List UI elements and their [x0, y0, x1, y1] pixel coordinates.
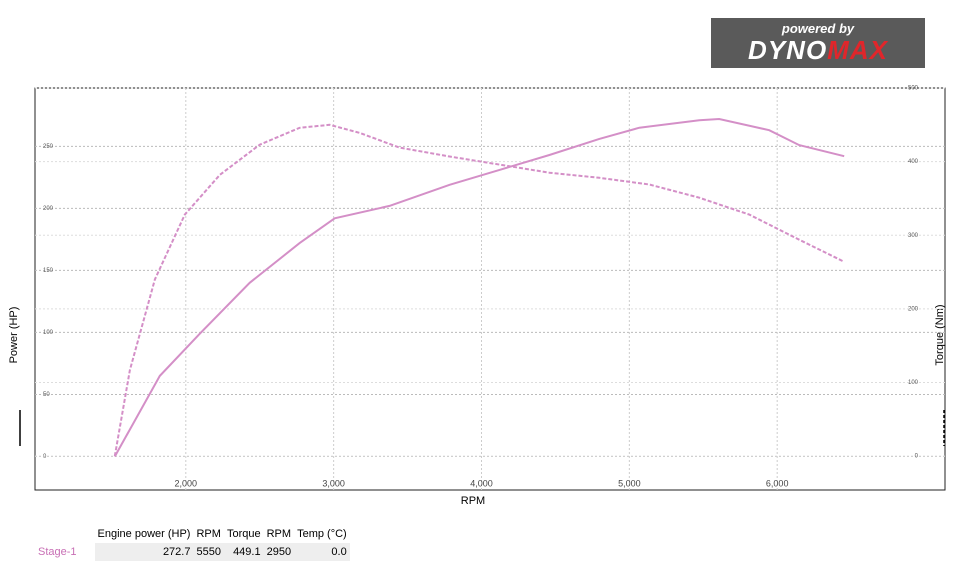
- y2-tick-label: 100: [908, 380, 919, 386]
- cell: 5550: [193, 543, 224, 561]
- y2-tick-label: 300: [908, 233, 919, 239]
- col-header: Engine power (HP): [97, 528, 191, 540]
- x-tick-label: 2,000: [175, 478, 198, 488]
- logo-brand: DYNOMAX: [711, 36, 925, 64]
- x-tick-label: 3,000: [322, 478, 345, 488]
- cell: 2950: [263, 543, 295, 561]
- col-header: Torque: [226, 528, 261, 540]
- x-tick-label: 6,000: [766, 478, 789, 488]
- y2-tick-label: 0: [915, 454, 919, 460]
- series-line: [113, 117, 845, 457]
- logo: powered by DYNOMAX: [711, 18, 925, 68]
- y-tick-label: 0: [43, 454, 47, 460]
- x-tick-label: 4,000: [470, 478, 493, 488]
- logo-brand-1: DYNO: [748, 35, 828, 65]
- table-row: Stage-1 272.7 5550 449.1 2950 0.0: [35, 543, 350, 561]
- y-tick-label: 250: [43, 144, 54, 150]
- table-header: Engine power (HP) RPM Torque RPM Temp (°…: [35, 525, 350, 543]
- y2-axis-title: Torque (Nm): [934, 304, 946, 365]
- x-tick-label: 5,000: [618, 478, 641, 488]
- results-table: Engine power (HP) RPM Torque RPM Temp (°…: [35, 525, 350, 561]
- y-tick-label: 100: [43, 330, 54, 336]
- logo-tagline: powered by: [781, 21, 855, 36]
- x-axis-title: RPM: [461, 495, 485, 507]
- y2-tick-label: 400: [908, 159, 919, 165]
- cell: 449.1: [223, 543, 264, 561]
- col-header: Temp (°C): [297, 528, 347, 540]
- logo-brand-2: MAX: [827, 35, 888, 65]
- y-axis-title: Power (HP): [8, 307, 20, 364]
- row-label: Stage-1: [35, 543, 95, 561]
- plot-frame: [34, 87, 946, 491]
- cell: 0.0: [294, 543, 350, 561]
- y-tick-label: 50: [43, 392, 50, 398]
- series-line: [113, 123, 845, 457]
- y2-tick-label: 200: [908, 306, 919, 312]
- cell: 272.7: [94, 543, 194, 561]
- col-header: RPM: [196, 528, 221, 540]
- y2-tick-label: 500: [908, 86, 919, 92]
- spacer: [35, 525, 95, 543]
- y-tick-label: 150: [43, 268, 54, 274]
- col-header: RPM: [266, 528, 292, 540]
- y-tick-label: 200: [43, 206, 54, 212]
